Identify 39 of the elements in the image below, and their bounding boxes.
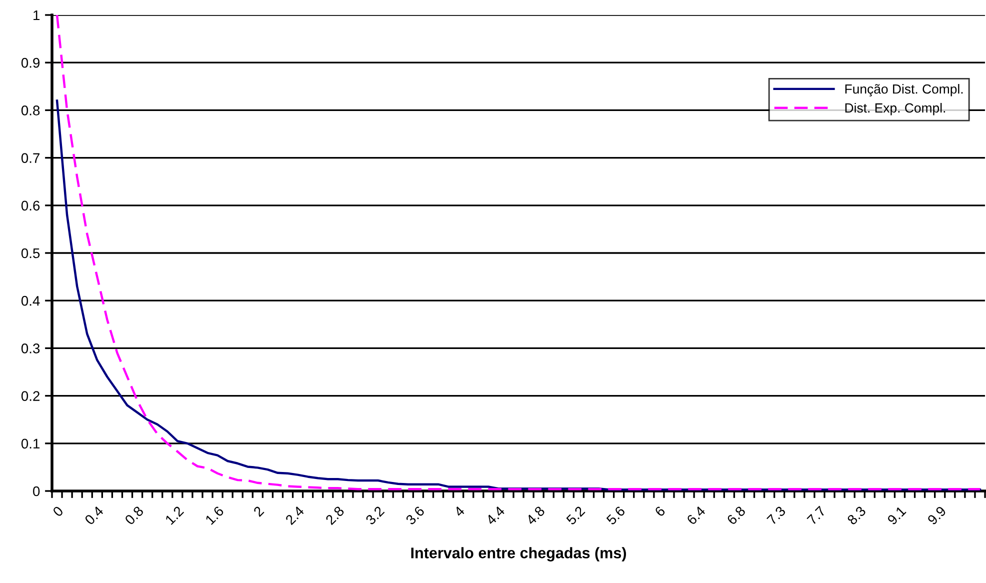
x-axis-title: Intervalo entre chegadas (ms) xyxy=(411,547,626,562)
y-tick-label: 0.8 xyxy=(21,106,40,116)
x-tick-label: 2.4 xyxy=(284,505,305,526)
x-tick-label: 2.8 xyxy=(325,506,345,526)
x-tick-label: 1.6 xyxy=(204,506,224,526)
x-tick-label: 3.2 xyxy=(365,506,385,526)
x-tick-label: 6.8 xyxy=(726,506,746,526)
x-tick-label: 4.4 xyxy=(485,506,506,526)
y-tick-label: 0.6 xyxy=(21,200,40,211)
y-tick-label: 1 xyxy=(34,10,40,20)
y-tick-label: 0.7 xyxy=(21,153,40,163)
legend-label: Dist. Exp. Compl. xyxy=(845,102,945,116)
y-tick-label: 0.9 xyxy=(21,58,40,68)
y-tick-label: 0.4 xyxy=(21,296,40,306)
x-tick-label: 1.2 xyxy=(164,506,184,525)
x-tick-label: 5.2 xyxy=(566,506,586,526)
x-tick-label: 6.4 xyxy=(686,505,706,526)
x-tick-label: 9.9 xyxy=(926,506,947,526)
x-tick-label: 7.7 xyxy=(806,506,826,526)
line-series xyxy=(56,100,982,491)
legend-label: Função Dist. Compl. xyxy=(845,84,963,96)
y-tick-label: 0.1 xyxy=(21,438,40,449)
x-tick-label: 6 xyxy=(654,506,666,518)
x-tick-label: 0.4 xyxy=(84,505,104,526)
x-tick-label: 8.3 xyxy=(846,506,866,526)
line-series xyxy=(56,15,982,490)
x-tick-label: 0 xyxy=(52,506,64,518)
y-tick-label: 0.5 xyxy=(21,248,40,258)
x-tick-label: 9.1 xyxy=(886,506,906,526)
x-tick-label: 4.8 xyxy=(525,506,546,526)
y-tick-label: 0 xyxy=(33,486,40,496)
x-tick-label: 2 xyxy=(252,506,264,517)
x-tick-label: 4 xyxy=(453,506,466,518)
x-tick-label: 0.8 xyxy=(124,506,144,526)
x-tick-label: 5.6 xyxy=(606,506,626,526)
y-tick-label: 0.3 xyxy=(21,344,40,354)
x-tick-label: 7.3 xyxy=(766,506,786,526)
y-tick-label: 0.2 xyxy=(21,391,40,401)
x-tick-label: 3.6 xyxy=(405,506,425,526)
